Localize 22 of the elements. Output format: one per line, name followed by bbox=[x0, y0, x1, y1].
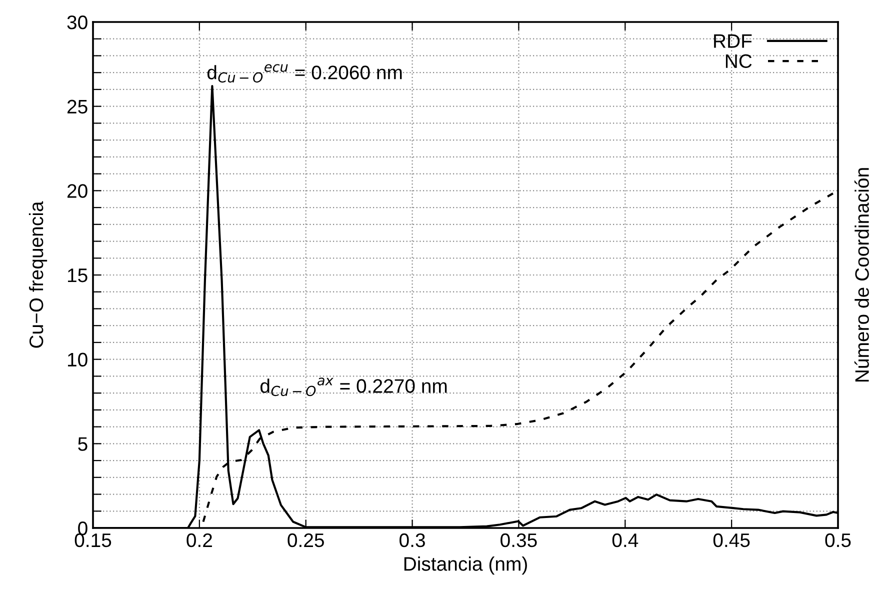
annotation: d$_{Cu−O}$$^{ecu}$ = 0.2060 nm bbox=[207, 64, 402, 83]
x-tick-label: 0.4 bbox=[612, 533, 638, 548]
y-tick-label: 0 bbox=[78, 521, 88, 536]
y-tick-label: 15 bbox=[68, 268, 88, 282]
y-tick-label: 25 bbox=[67, 100, 88, 114]
y-axis-title: Cu−O frequencia bbox=[28, 201, 48, 348]
x-axis-title: Distancia (nm) bbox=[404, 556, 527, 575]
x-tick-label: 0.45 bbox=[713, 533, 750, 548]
y-tick-label: 20 bbox=[67, 184, 88, 198]
legend-label: NC bbox=[726, 54, 752, 68]
x-tick-label: 0.15 bbox=[74, 533, 112, 548]
y-tick-label: 5 bbox=[78, 437, 88, 451]
y-tick-label: 30 bbox=[67, 15, 88, 30]
y2-axis-title: Número de Coordinación bbox=[854, 168, 869, 382]
x-tick-label: 0.2 bbox=[186, 533, 212, 548]
annotation: d$_{Cu−O}$$^{ax}$ = 0.2270 nm bbox=[260, 378, 447, 396]
legend-label: RDF bbox=[714, 34, 752, 48]
x-tick-label: 0.3 bbox=[400, 533, 425, 548]
x-tick-label: 0.5 bbox=[825, 533, 851, 548]
x-tick-label: 0.25 bbox=[288, 533, 324, 548]
y-tick-label: 10 bbox=[68, 352, 88, 367]
x-tick-label: 0.35 bbox=[500, 533, 537, 548]
